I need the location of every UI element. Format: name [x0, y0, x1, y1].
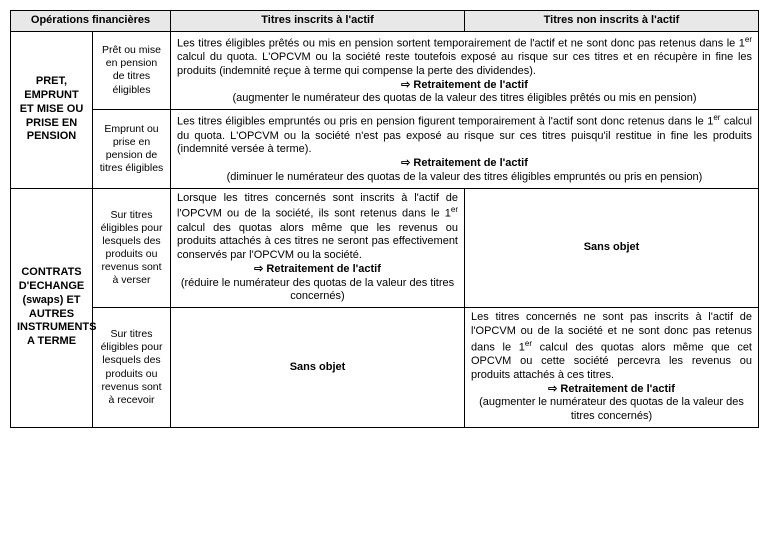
table-header-row: Opérations financières Titres inscrits à… — [11, 11, 759, 32]
table-row: Emprunt ou prise en pension de titres él… — [11, 110, 759, 188]
swaps-rowB-right-note: (augmenter le numérateur des quotas de l… — [471, 396, 752, 424]
pret-rowA-retreat: Retraitement de l'actif — [177, 79, 752, 93]
table-row: Sur titres éligibles pour lesquels des p… — [11, 308, 759, 428]
pret-rowA-content: Les titres éligibles prêtés ou mis en pe… — [171, 31, 759, 109]
pret-rowA-para: Les titres éligibles prêtés ou mis en pe… — [177, 35, 752, 79]
financial-operations-table: Opérations financières Titres inscrits à… — [10, 10, 759, 428]
pret-rowB-retreat: Retraitement de l'actif — [177, 157, 752, 171]
swaps-rowB-right-para: Les titres concernés ne sont pas inscrit… — [471, 311, 752, 382]
swaps-rowA-left-retreat: Retraitement de l'actif — [177, 263, 458, 277]
swaps-rowB-left: Sans objet — [171, 308, 465, 428]
swaps-rowB-right-retreat: Retraitement de l'actif — [471, 383, 752, 397]
swaps-rowA-left-note: (réduire le numérateur des quotas de la … — [177, 277, 458, 305]
pret-rowB-content: Les titres éligibles empruntés ou pris e… — [171, 110, 759, 188]
pret-rowB-sub: Emprunt ou prise en pension de titres él… — [93, 110, 171, 188]
pret-rowB-para: Les titres éligibles empruntés ou pris e… — [177, 113, 752, 157]
swaps-rowB-right: Les titres concernés ne sont pas inscrit… — [465, 308, 759, 428]
swaps-rowA-left-para: Lorsque les titres concernés sont inscri… — [177, 192, 458, 263]
swaps-rowA-left: Lorsque les titres concernés sont inscri… — [171, 188, 465, 308]
section-pret-title: PRET, EMPRUNT ET MISE OU PRISE EN PENSIO… — [11, 31, 93, 188]
header-non-inscrits: Titres non inscrits à l'actif — [465, 11, 759, 32]
section-swaps-title: CONTRATS D'ECHANGE (swaps) ET AUTRES INS… — [11, 188, 93, 427]
table-row: CONTRATS D'ECHANGE (swaps) ET AUTRES INS… — [11, 188, 759, 308]
header-operations: Opérations financières — [11, 11, 171, 32]
header-inscrits: Titres inscrits à l'actif — [171, 11, 465, 32]
swaps-rowA-sub: Sur titres éligibles pour lesquels des p… — [93, 188, 171, 308]
pret-rowA-sub: Prêt ou mise en pension de titres éligib… — [93, 31, 171, 109]
table-row: PRET, EMPRUNT ET MISE OU PRISE EN PENSIO… — [11, 31, 759, 109]
swaps-rowA-right: Sans objet — [465, 188, 759, 308]
pret-rowB-note: (diminuer le numérateur des quotas de la… — [177, 171, 752, 185]
swaps-rowB-sub: Sur titres éligibles pour lesquels des p… — [93, 308, 171, 428]
pret-rowA-note: (augmenter le numérateur des quotas de l… — [177, 92, 752, 106]
